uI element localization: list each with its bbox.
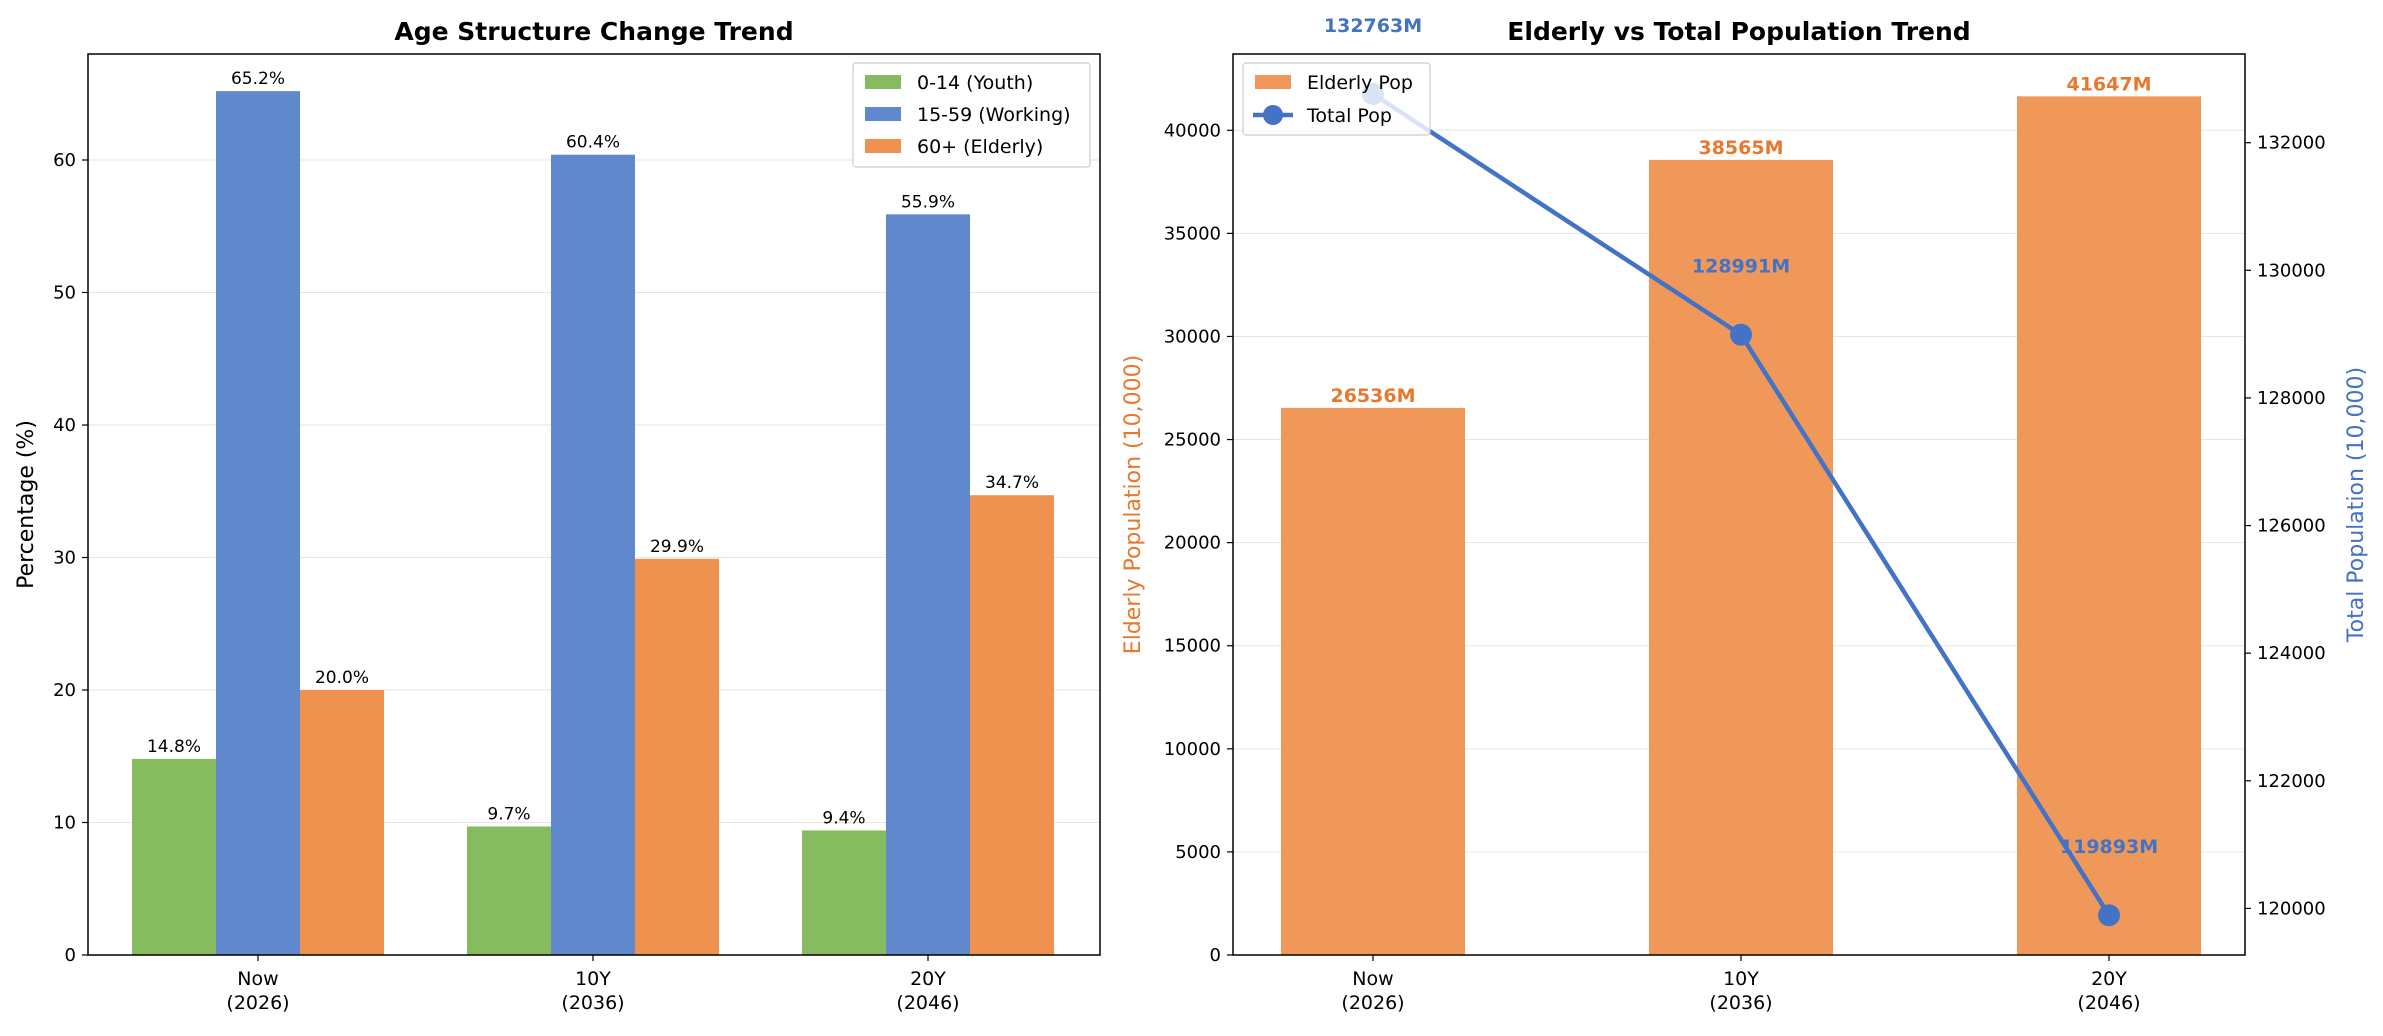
y2-tick-label: 120000 [2257,898,2326,919]
x-tick-label: 20Y (2046) [896,968,959,1014]
y-tick-label: 40 [53,415,76,436]
bar [886,214,970,955]
data-label: 20.0% [315,668,369,688]
plot-frame [87,53,1101,956]
y-tick-label: 5000 [1175,842,1221,863]
legend-label: 15-59 (Working) [917,104,1071,126]
data-label: 119893M [2060,836,2158,858]
data-label: 9.7% [487,804,530,824]
y2-tick-label: 130000 [2257,260,2326,281]
bar [1649,159,1833,955]
data-label: 29.9% [650,537,704,557]
y-tick-label: 10 [53,813,76,834]
data-label: 26536M [1330,385,1415,407]
y-tick-label: 40000 [1164,120,1221,141]
legend-box [852,62,1091,168]
y-tick-label: 35000 [1164,223,1221,244]
legend-swatch [1255,75,1291,89]
data-label: 128991M [1692,256,1790,278]
plot-frame [1232,53,2246,956]
y-tick-label: 15000 [1164,636,1221,657]
bar [467,826,551,955]
y-tick-label: 0 [1210,945,1221,966]
x-tick-label: 20Y (2046) [2077,968,2140,1014]
y2-axis-label: Total Population (10,000) [2344,367,2369,643]
data-label: 41647M [2066,73,2151,95]
line-point [2098,904,2120,927]
chart-title: Age Structure Change Trend [394,17,793,46]
y-tick-label: 0 [65,945,76,966]
x-tick-label: Now (2026) [226,968,289,1014]
y2-tick-label: 132000 [2257,133,2326,154]
bar [132,758,216,955]
x-tick-label: 10Y (2036) [561,968,624,1014]
legend-swatch [865,139,901,153]
bar [551,154,635,955]
y-tick-label: 50 [53,283,76,304]
legend-label: Elderly Pop [1307,72,1413,94]
legend-marker [1263,105,1283,125]
line-point [1730,323,1752,346]
y-tick-label: 60 [53,150,76,171]
legend-label: 0-14 (Youth) [917,72,1033,94]
y-tick-label: 25000 [1164,430,1221,451]
data-label: 34.7% [985,473,1039,493]
bar [635,558,719,955]
y2-tick-label: 124000 [2257,643,2326,664]
legend-swatch [865,75,901,89]
x-tick-label: Now (2026) [1341,968,1404,1014]
x-tick-label: 10Y (2036) [1709,968,1772,1014]
data-label: 60.4% [566,133,620,153]
y2-tick-label: 126000 [2257,516,2326,537]
bar [216,91,300,956]
y-axis-label: Elderly Population (10,000) [1121,355,1146,654]
data-label: 132763M [1324,15,1422,37]
y-axis-label: Percentage (%) [14,420,39,589]
y-tick-label: 30 [53,548,76,569]
bar [802,830,886,955]
legend-swatch [865,107,901,121]
bar [1281,407,1465,955]
data-label: 14.8% [147,737,201,757]
data-label: 65.2% [231,69,285,89]
y-tick-label: 20000 [1164,533,1221,554]
data-label: 55.9% [901,192,955,212]
data-label: 9.4% [822,808,865,828]
y-tick-label: 10000 [1164,739,1221,760]
bar [300,690,384,955]
y2-tick-label: 128000 [2257,388,2326,409]
y2-tick-label: 122000 [2257,771,2326,792]
chart-title: Elderly vs Total Population Trend [1507,17,1970,46]
bar [2017,96,2201,956]
y-tick-label: 20 [53,680,76,701]
legend-label: Total Pop [1306,105,1392,127]
legend-label: 60+ (Elderly) [917,136,1043,158]
bar [970,495,1054,955]
y-tick-label: 30000 [1164,326,1221,347]
data-label: 38565M [1698,137,1783,159]
